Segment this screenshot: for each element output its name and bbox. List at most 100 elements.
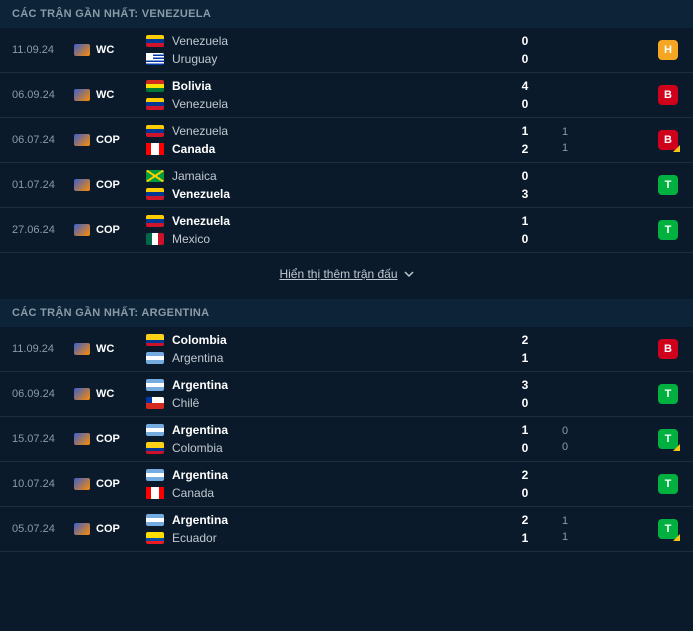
team-line: Uruguay — [146, 52, 505, 66]
score-home: 2 — [522, 333, 529, 347]
badge-column: T — [655, 474, 681, 494]
competition-icon — [74, 224, 90, 236]
flag-icon — [146, 80, 164, 92]
team-name-home: Argentina — [172, 423, 228, 437]
match-row[interactable]: 10.07.24COP Argentina Canada 20 T — [0, 462, 693, 507]
match-date: 11.09.24 — [12, 343, 74, 355]
flag-icon — [146, 442, 164, 454]
match-date: 11.09.24 — [12, 44, 74, 56]
match-date: 10.07.24 — [12, 478, 74, 490]
team-name-away: Canada — [172, 142, 215, 156]
team-name-home: Argentina — [172, 468, 228, 482]
score-away: 2 — [522, 142, 529, 156]
match-date: 15.07.24 — [12, 433, 74, 445]
badge-column: B — [655, 339, 681, 359]
competition-column: WC — [74, 44, 146, 56]
scores-column: 00 — [505, 34, 545, 66]
flag-icon — [146, 334, 164, 346]
flag-icon — [146, 233, 164, 245]
score-home: 1 — [522, 423, 529, 437]
match-row[interactable]: 05.07.24COPArgentinaEcuador2111T — [0, 507, 693, 552]
extra-score-home: 1 — [562, 126, 568, 138]
section-header: CÁC TRẬN GẦN NHẤT: ARGENTINA — [0, 299, 693, 327]
competition-icon — [74, 343, 90, 355]
team-line: Venezuela — [146, 97, 505, 111]
extra-scores-column — [545, 347, 585, 351]
badge-column: T — [655, 429, 681, 449]
team-name-away: Venezuela — [172, 187, 230, 201]
team-name-home: Venezuela — [172, 34, 228, 48]
flag-icon — [146, 188, 164, 200]
competition-icon — [74, 433, 90, 445]
competition-code: WC — [96, 44, 114, 56]
extra-score-home: 0 — [562, 425, 568, 437]
match-row[interactable]: 11.09.24WCVenezuelaUruguay00H — [0, 28, 693, 73]
flag-icon — [146, 215, 164, 227]
result-badge: T — [658, 429, 678, 449]
match-row[interactable]: 06.09.24WCArgentinaChilê30T — [0, 372, 693, 417]
team-line: Colombia — [146, 333, 505, 347]
team-name-home: Venezuela — [172, 214, 230, 228]
badge-column: B — [655, 130, 681, 150]
extra-score-away: 1 — [562, 531, 568, 543]
extra-scores-column — [545, 228, 585, 232]
score-home: 2 — [522, 468, 529, 482]
badge-column: B — [655, 85, 681, 105]
team-line: Argentina — [146, 423, 505, 437]
score-away: 0 — [522, 52, 529, 66]
flag-icon — [146, 469, 164, 481]
team-line: Canada — [146, 142, 505, 156]
match-row[interactable]: 06.09.24WCBoliviaVenezuela40B — [0, 73, 693, 118]
teams-column: VenezuelaMexico — [146, 214, 505, 246]
competition-column: COP — [74, 478, 146, 490]
competition-code: WC — [96, 388, 114, 400]
match-row[interactable]: 01.07.24COPJamaicaVenezuela03T — [0, 163, 693, 208]
match-date: 06.07.24 — [12, 134, 74, 146]
flag-icon — [146, 125, 164, 137]
competition-column: COP — [74, 179, 146, 191]
competition-icon — [74, 134, 90, 146]
match-row[interactable]: 27.06.24COPVenezuelaMexico10T — [0, 208, 693, 253]
show-more-button[interactable]: Hiển thị thêm trận đấu — [0, 253, 693, 299]
flag-icon — [146, 487, 164, 499]
teams-column: Argentina Ecuador — [146, 513, 505, 545]
flag-icon — [146, 424, 164, 436]
match-row[interactable]: 06.07.24COPVenezuelaCanada1211B — [0, 118, 693, 163]
badge-column: T — [655, 220, 681, 240]
competition-code: WC — [96, 89, 114, 101]
extra-scores-column — [545, 48, 585, 52]
match-date: 05.07.24 — [12, 523, 74, 535]
match-date: 01.07.24 — [12, 179, 74, 191]
score-home: 0 — [522, 34, 529, 48]
match-row[interactable]: 11.09.24WCColombiaArgentina21B — [0, 327, 693, 372]
flag-icon — [146, 53, 164, 65]
badge-column: T — [655, 519, 681, 539]
team-name-home: Argentina — [172, 513, 228, 527]
show-more-label: Hiển thị thêm trận đấu — [279, 267, 397, 281]
scores-column: 21 — [505, 513, 545, 545]
badge-column: T — [655, 175, 681, 195]
competition-icon — [74, 44, 90, 56]
team-name-away: Chilê — [172, 396, 199, 410]
competition-code: WC — [96, 343, 114, 355]
competition-column: WC — [74, 343, 146, 355]
competition-icon — [74, 523, 90, 535]
score-away: 1 — [522, 531, 529, 545]
competition-column: COP — [74, 134, 146, 146]
flag-icon — [146, 379, 164, 391]
scores-column: 20 — [505, 468, 545, 500]
teams-column: Argentina Canada — [146, 468, 505, 500]
competition-code: COP — [96, 179, 120, 191]
teams-column: ColombiaArgentina — [146, 333, 505, 365]
match-row[interactable]: 15.07.24COPArgentinaColombia1000T — [0, 417, 693, 462]
team-line: Venezuela — [146, 124, 505, 138]
team-name-away: Uruguay — [172, 52, 217, 66]
competition-icon — [74, 478, 90, 490]
team-name-away: Ecuador — [172, 531, 217, 545]
section-header: CÁC TRẬN GẦN NHẤT: VENEZUELA — [0, 0, 693, 28]
score-away: 3 — [522, 187, 529, 201]
competition-icon — [74, 388, 90, 400]
team-name-away: Canada — [172, 486, 214, 500]
competition-column: COP — [74, 523, 146, 535]
scores-column: 10 — [505, 214, 545, 246]
